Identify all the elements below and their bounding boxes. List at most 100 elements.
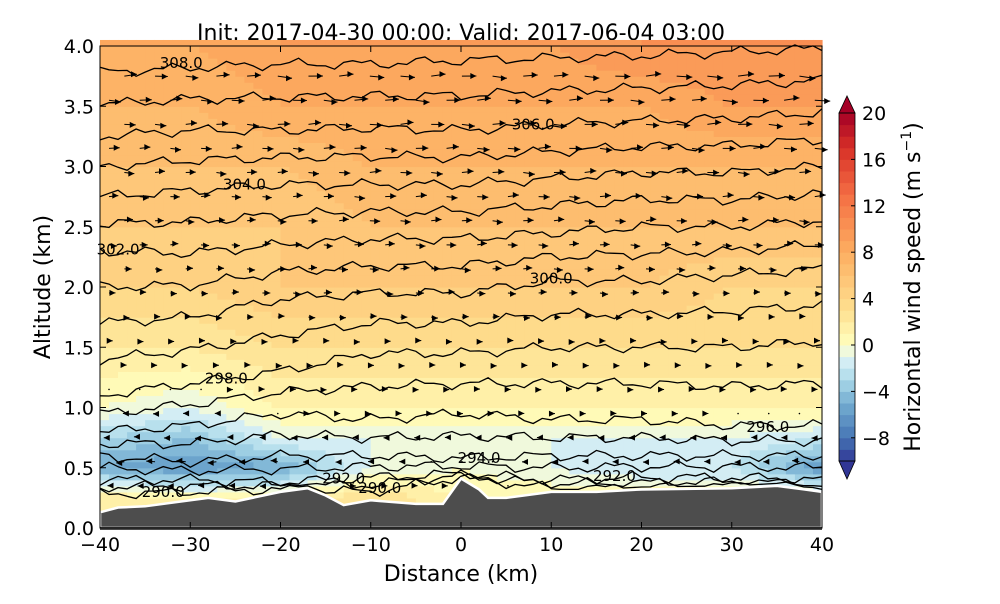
heatmap-cell <box>415 190 426 198</box>
heatmap-cell <box>632 341 643 348</box>
heatmap-cell <box>506 407 516 415</box>
heatmap-cell <box>208 136 218 143</box>
heatmap-cell <box>406 208 417 216</box>
heatmap-cell <box>614 437 625 445</box>
heatmap-cell <box>361 425 372 433</box>
heatmap-cell <box>325 214 336 222</box>
heatmap-cell <box>641 449 652 457</box>
heatmap-cell <box>479 299 489 306</box>
heatmap-cell <box>181 437 191 445</box>
heatmap-cell <box>262 335 273 342</box>
heatmap-cell <box>397 39 408 47</box>
heatmap-cell <box>226 250 236 258</box>
heatmap-cell <box>127 250 137 258</box>
heatmap-cell <box>506 359 516 366</box>
heatmap-cell <box>632 250 643 258</box>
heatmap-cell <box>100 491 110 499</box>
heatmap-cell <box>262 142 273 150</box>
heatmap-cell <box>163 124 173 131</box>
heatmap-cell <box>470 124 480 131</box>
heatmap-cell <box>497 317 507 324</box>
heatmap-cell <box>154 437 164 445</box>
heatmap-cell <box>163 190 173 198</box>
heatmap-cell <box>623 317 634 324</box>
heatmap-cell <box>641 39 652 47</box>
heatmap-cell <box>316 64 327 71</box>
heatmap-cell <box>145 178 155 186</box>
heatmap-cell <box>172 479 182 487</box>
heatmap-cell <box>226 190 236 198</box>
heatmap-cell <box>361 160 372 168</box>
heatmap-cell <box>451 317 462 324</box>
heatmap-cell <box>235 202 245 210</box>
heatmap-cell <box>307 359 318 366</box>
heatmap-cell <box>226 70 236 77</box>
heatmap-cell <box>497 112 507 119</box>
heatmap-cell <box>632 202 643 210</box>
heatmap-cell <box>118 130 128 137</box>
heatmap-cell <box>442 76 453 83</box>
heatmap-cell <box>280 226 291 234</box>
heatmap-cell <box>379 262 390 270</box>
heatmap-cell <box>307 232 318 240</box>
heatmap-cell <box>370 82 381 89</box>
heatmap-cell <box>650 196 661 204</box>
heatmap-cell <box>614 431 625 439</box>
heatmap-cell <box>605 142 616 150</box>
heatmap-cell <box>370 262 381 270</box>
heatmap-cell <box>244 449 255 457</box>
heatmap-cell <box>253 311 264 318</box>
heatmap-cell <box>497 287 507 294</box>
heatmap-cell <box>551 166 561 174</box>
heatmap-cell <box>190 46 200 53</box>
heatmap-cell <box>325 58 336 65</box>
heatmap-cell <box>569 190 579 198</box>
heatmap-cell <box>235 172 245 180</box>
heatmap-cell <box>298 341 309 348</box>
heatmap-cell <box>569 214 579 222</box>
heatmap-cell <box>623 280 634 288</box>
heatmap-cell <box>442 359 453 366</box>
heatmap-cell <box>542 208 552 216</box>
heatmap-cell <box>334 166 345 174</box>
heatmap-cell <box>488 280 498 288</box>
heatmap-cell <box>199 395 209 403</box>
heatmap-cell <box>208 220 218 228</box>
heatmap-cell <box>181 401 191 409</box>
heatmap-cell <box>370 256 381 264</box>
heatmap-cell <box>307 208 318 216</box>
heatmap-cell <box>515 39 525 47</box>
heatmap-cell <box>244 455 255 463</box>
heatmap-cell <box>488 106 498 113</box>
heatmap-cell <box>596 407 606 415</box>
heatmap-cell <box>316 238 327 246</box>
heatmap-cell <box>307 256 318 264</box>
heatmap-cell <box>497 262 507 270</box>
heatmap-cell <box>163 287 173 294</box>
heatmap-cell <box>488 407 498 415</box>
heatmap-cell <box>325 196 336 204</box>
heatmap-cell <box>271 166 282 174</box>
heatmap-cell <box>461 232 471 240</box>
heatmap-cell <box>641 323 652 330</box>
heatmap-cell <box>307 287 318 294</box>
heatmap-cell <box>109 317 119 324</box>
heatmap-cell <box>181 449 191 457</box>
heatmap-cell <box>442 365 453 372</box>
heatmap-cell <box>442 94 453 101</box>
heatmap-cell <box>596 256 606 264</box>
heatmap-cell <box>506 232 516 240</box>
heatmap-cell <box>470 238 480 246</box>
heatmap-cell <box>253 293 264 300</box>
heatmap-cell <box>316 299 327 306</box>
heatmap-cell <box>181 166 191 174</box>
heatmap-cell <box>433 347 444 354</box>
heatmap-cell <box>623 178 634 186</box>
heatmap-cell <box>614 287 625 294</box>
heatmap-cell <box>488 256 498 264</box>
heatmap-cell <box>352 190 363 198</box>
heatmap-cell <box>190 244 200 252</box>
heatmap-cell <box>217 431 227 439</box>
heatmap-cell <box>100 214 110 222</box>
heatmap-cell <box>127 467 137 475</box>
